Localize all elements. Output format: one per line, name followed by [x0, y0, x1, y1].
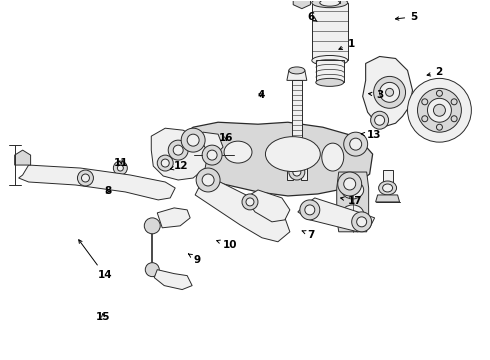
- Polygon shape: [173, 122, 372, 196]
- Circle shape: [118, 165, 123, 171]
- Polygon shape: [154, 270, 192, 289]
- Polygon shape: [195, 178, 290, 242]
- Ellipse shape: [224, 141, 252, 163]
- Ellipse shape: [342, 181, 364, 199]
- Circle shape: [202, 174, 214, 186]
- Ellipse shape: [316, 78, 343, 86]
- Circle shape: [202, 145, 222, 165]
- Circle shape: [242, 194, 258, 210]
- Circle shape: [357, 217, 367, 227]
- Circle shape: [422, 116, 428, 122]
- Circle shape: [374, 76, 406, 108]
- Polygon shape: [292, 80, 302, 150]
- Circle shape: [77, 170, 94, 186]
- Polygon shape: [337, 172, 368, 232]
- Text: 16: 16: [219, 133, 234, 143]
- Circle shape: [343, 178, 356, 190]
- Polygon shape: [298, 198, 375, 232]
- Ellipse shape: [322, 143, 343, 171]
- Polygon shape: [383, 170, 392, 183]
- Circle shape: [343, 132, 368, 156]
- Circle shape: [187, 134, 199, 146]
- Circle shape: [305, 205, 315, 215]
- Circle shape: [181, 128, 205, 152]
- Text: 11: 11: [114, 158, 128, 168]
- Circle shape: [375, 115, 385, 125]
- Circle shape: [300, 200, 320, 220]
- Circle shape: [293, 168, 301, 176]
- Circle shape: [352, 212, 371, 232]
- Ellipse shape: [320, 0, 340, 6]
- Ellipse shape: [266, 137, 320, 171]
- Circle shape: [451, 116, 457, 122]
- Circle shape: [434, 104, 445, 116]
- Polygon shape: [19, 165, 175, 200]
- Circle shape: [427, 98, 451, 122]
- Text: 15: 15: [96, 312, 110, 322]
- Ellipse shape: [383, 184, 392, 192]
- Circle shape: [246, 198, 254, 206]
- Text: 1: 1: [339, 39, 355, 49]
- Text: 8: 8: [105, 186, 112, 197]
- Polygon shape: [157, 208, 190, 228]
- Polygon shape: [287, 160, 293, 180]
- Polygon shape: [285, 150, 309, 160]
- Ellipse shape: [379, 181, 396, 195]
- Circle shape: [350, 138, 362, 150]
- Text: 5: 5: [395, 12, 417, 22]
- Text: 14: 14: [79, 240, 112, 280]
- Circle shape: [380, 82, 399, 102]
- Circle shape: [144, 218, 160, 234]
- Circle shape: [289, 164, 305, 180]
- Circle shape: [157, 155, 173, 171]
- Text: 17: 17: [341, 196, 362, 206]
- Circle shape: [338, 172, 362, 196]
- Text: 10: 10: [217, 240, 238, 250]
- Text: 2: 2: [427, 67, 443, 77]
- Polygon shape: [301, 160, 307, 180]
- Polygon shape: [151, 128, 208, 180]
- Circle shape: [386, 88, 393, 96]
- Circle shape: [417, 88, 462, 132]
- Ellipse shape: [342, 205, 364, 223]
- Polygon shape: [312, 3, 348, 60]
- Text: 9: 9: [189, 254, 201, 265]
- Circle shape: [81, 174, 90, 182]
- Circle shape: [168, 140, 188, 160]
- Polygon shape: [376, 195, 399, 202]
- Text: 7: 7: [302, 230, 315, 239]
- Polygon shape: [15, 150, 30, 165]
- Circle shape: [207, 150, 217, 160]
- Text: 3: 3: [368, 90, 383, 100]
- Ellipse shape: [312, 0, 348, 8]
- Circle shape: [437, 90, 442, 96]
- Text: 13: 13: [361, 130, 382, 140]
- Circle shape: [113, 161, 127, 175]
- Text: 4: 4: [257, 90, 265, 100]
- Polygon shape: [316, 60, 343, 82]
- Circle shape: [370, 111, 389, 129]
- Polygon shape: [245, 190, 290, 222]
- Polygon shape: [188, 132, 223, 157]
- Polygon shape: [320, 0, 340, 3]
- Text: 12: 12: [171, 161, 189, 171]
- Circle shape: [161, 159, 169, 167]
- Circle shape: [145, 263, 159, 276]
- Polygon shape: [293, 0, 311, 9]
- Circle shape: [408, 78, 471, 142]
- Circle shape: [422, 99, 428, 105]
- Circle shape: [451, 99, 457, 105]
- Circle shape: [196, 168, 220, 192]
- Ellipse shape: [289, 67, 305, 74]
- Ellipse shape: [312, 55, 348, 66]
- Text: 6: 6: [307, 12, 317, 22]
- Polygon shape: [287, 71, 307, 80]
- Circle shape: [173, 145, 183, 155]
- Polygon shape: [363, 57, 413, 126]
- Circle shape: [437, 124, 442, 130]
